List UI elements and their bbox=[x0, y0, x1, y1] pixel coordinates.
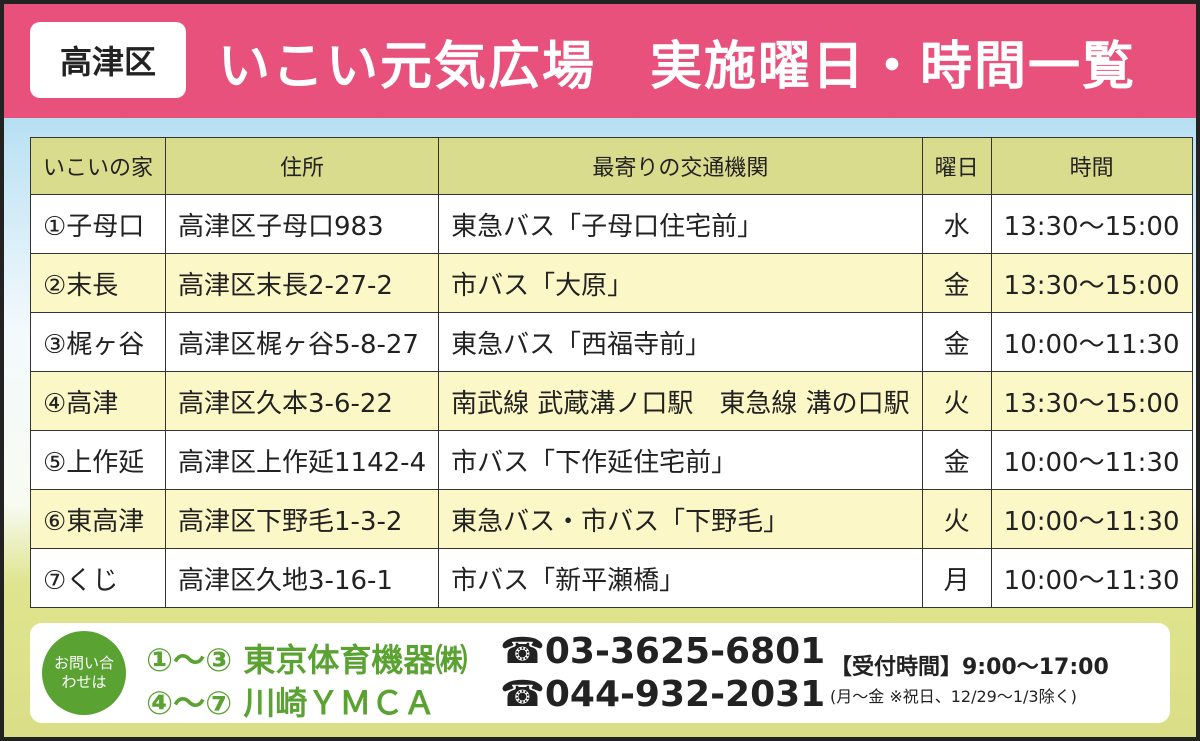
table-row: ④高津 高津区久本3-6-22 南武線 武蔵溝ノ口駅 東急線 溝の口駅火 13:30〜… bbox=[29, 371, 1193, 431]
weekday-cell: 金 bbox=[921, 430, 992, 490]
table-row: ①子母口 高津区子母口983 東急バス「子母口住宅前」水 13:30〜15:00 bbox=[29, 194, 1193, 254]
reception-note: (月〜金 ※祝日、12/29〜1/3除く) bbox=[830, 687, 1077, 706]
time-cell: 13:30〜15:00 bbox=[990, 371, 1193, 431]
table-row: ⑥東高津 高津区下野毛1-3-2 東急バス・市バス「下野毛」火 10:00〜11:30 bbox=[29, 489, 1193, 549]
time-cell: 10:00〜11:30 bbox=[990, 548, 1193, 608]
header-banner: 高津区 いこい元気広場 実施曜日・時間一覧 bbox=[4, 4, 1196, 118]
schedule-table: いこいの家 住所 最寄りの交通機関 曜日 時間 ①子母口 高津区子母口983 東急バ… bbox=[29, 137, 1193, 608]
weekday-cell: 火 bbox=[921, 489, 992, 549]
flyer: 高津区 いこい元気広場 実施曜日・時間一覧 いこいの家 住所 最寄りの交通機関 … bbox=[4, 4, 1196, 737]
address-cell: 高津区久地3-16-1 bbox=[165, 548, 440, 608]
time-cell: 10:00〜11:30 bbox=[990, 312, 1193, 372]
contact-box: お問い合わせは ①〜③ 東京体育機器㈱ ☎03-3625-6801 ④〜⑦ 川崎… bbox=[30, 623, 1170, 723]
transit-cell: 南武線 武蔵溝ノ口駅 東急線 溝の口駅 bbox=[438, 371, 923, 431]
transit-cell: 東急バス・市バス「下野毛」 bbox=[438, 489, 923, 549]
address-cell: 高津区末長2-27-2 bbox=[165, 253, 440, 313]
transit-cell: 市バス「下作延住宅前」 bbox=[438, 430, 923, 490]
facility-name-cell: ②末長 bbox=[29, 253, 167, 313]
facility-name-cell: ④高津 bbox=[29, 371, 167, 431]
facility-name-cell: ⑦くじ bbox=[29, 548, 167, 608]
transit-cell: 市バス「大原」 bbox=[438, 253, 923, 313]
table-row: ⑤上作延 高津区上作延1142-4 市バス「下作延住宅前」金 10:00〜11:30 bbox=[29, 430, 1193, 490]
facility-name-cell: ⑤上作延 bbox=[29, 430, 167, 490]
contact-phone-2: ☎044-932-2031 bbox=[500, 674, 826, 715]
table-row: ⑦くじ 高津区久地3-16-1 市バス「新平瀬橋」月 10:00〜11:30 bbox=[29, 548, 1193, 608]
weekday-cell: 金 bbox=[921, 312, 992, 372]
transit-cell: 東急バス「子母口住宅前」 bbox=[438, 194, 923, 254]
address-cell: 高津区子母口983 bbox=[165, 194, 440, 254]
address-cell: 高津区久本3-6-22 bbox=[165, 371, 440, 431]
weekday-cell: 火 bbox=[921, 371, 992, 431]
column-header: 住所 bbox=[165, 137, 440, 195]
time-cell: 10:00〜11:30 bbox=[990, 489, 1193, 549]
column-header: 最寄りの交通機関 bbox=[438, 137, 923, 195]
time-cell: 13:30〜15:00 bbox=[990, 194, 1193, 254]
reception-hours: 【受付時間】9:00〜17:00 bbox=[830, 655, 1109, 680]
weekday-cell: 金 bbox=[921, 253, 992, 313]
transit-cell: 市バス「新平瀬橋」 bbox=[438, 548, 923, 608]
table-row: ③梶ヶ谷 高津区梶ヶ谷5-8-27 東急バス「西福寺前」金 10:00〜11:30 bbox=[29, 312, 1193, 372]
contact-phone-1: ☎03-3625-6801 bbox=[500, 631, 826, 672]
column-header: いこいの家 bbox=[29, 137, 167, 195]
contact-org-1: ①〜③ 東京体育機器㈱ bbox=[146, 641, 468, 679]
ward-label: 高津区 bbox=[30, 22, 186, 98]
facility-name-cell: ⑥東高津 bbox=[29, 489, 167, 549]
facility-name-cell: ③梶ヶ谷 bbox=[29, 312, 167, 372]
contact-badge: お問い合わせは bbox=[42, 631, 126, 715]
address-cell: 高津区上作延1142-4 bbox=[165, 430, 440, 490]
contact-badge-text: お問い合わせは bbox=[53, 653, 114, 692]
time-cell: 13:30〜15:00 bbox=[990, 253, 1193, 313]
address-cell: 高津区下野毛1-3-2 bbox=[165, 489, 440, 549]
table-header-row: いこいの家 住所 最寄りの交通機関 曜日 時間 bbox=[29, 137, 1193, 195]
column-header: 曜日 bbox=[921, 137, 992, 195]
column-header: 時間 bbox=[990, 137, 1193, 195]
address-cell: 高津区梶ヶ谷5-8-27 bbox=[165, 312, 440, 372]
transit-cell: 東急バス「西福寺前」 bbox=[438, 312, 923, 372]
weekday-cell: 水 bbox=[921, 194, 992, 254]
weekday-cell: 月 bbox=[921, 548, 992, 608]
page-title: いこい元気広場 実施曜日・時間一覧 bbox=[218, 37, 1137, 97]
contact-org-2: ④〜⑦ 川崎ＹＭＣＡ bbox=[146, 684, 436, 722]
table-row: ②末長 高津区末長2-27-2 市バス「大原」金 13:30〜15:00 bbox=[29, 253, 1193, 313]
facility-name-cell: ①子母口 bbox=[29, 194, 167, 254]
time-cell: 10:00〜11:30 bbox=[990, 430, 1193, 490]
